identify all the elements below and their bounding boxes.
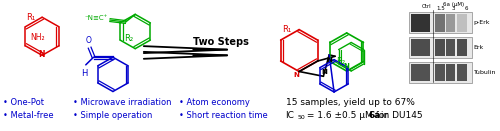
Text: in DU145: in DU145 [378, 111, 422, 120]
Bar [446, 39, 456, 56]
Text: • One-Pot: • One-Pot [4, 98, 44, 107]
Text: R₁: R₁ [26, 13, 36, 22]
Text: 3: 3 [452, 6, 455, 11]
Bar [408, 62, 472, 83]
Bar [457, 39, 467, 56]
Text: IC: IC [286, 111, 294, 120]
Text: 15 samples, yield up to 67%: 15 samples, yield up to 67% [286, 98, 414, 107]
Text: 6: 6 [464, 6, 468, 11]
Bar [435, 14, 444, 32]
Bar [410, 14, 430, 32]
Text: p-Erk: p-Erk [474, 20, 490, 25]
Text: • Short reaction time: • Short reaction time [179, 111, 268, 120]
Text: R₁: R₁ [282, 25, 292, 34]
Text: O: O [86, 36, 91, 45]
Text: 6a (μM): 6a (μM) [443, 2, 464, 7]
Bar [408, 12, 472, 33]
Text: ⁻N≡C⁺: ⁻N≡C⁺ [84, 15, 108, 21]
Text: Ctrl: Ctrl [422, 4, 431, 9]
Bar [446, 64, 456, 81]
Bar [410, 39, 430, 56]
Text: H: H [82, 69, 88, 78]
Text: N: N [344, 63, 349, 69]
Text: = 1.6 ±0.5 μM for: = 1.6 ±0.5 μM for [304, 111, 391, 120]
Text: 6a: 6a [369, 111, 382, 120]
Text: Erk: Erk [474, 45, 484, 50]
Text: • Simple operation: • Simple operation [73, 111, 152, 120]
Text: R₂: R₂ [336, 57, 345, 66]
Bar [457, 64, 467, 81]
Text: • Microwave irradiation: • Microwave irradiation [73, 98, 172, 107]
Bar [408, 37, 472, 58]
Bar [435, 39, 444, 56]
Text: • Atom economy: • Atom economy [179, 98, 250, 107]
Text: 50: 50 [297, 115, 305, 120]
Text: • Metal-free: • Metal-free [4, 111, 54, 120]
Text: N: N [294, 72, 299, 78]
Text: NH₂: NH₂ [30, 33, 45, 42]
Bar [435, 64, 444, 81]
Text: R₂: R₂ [124, 34, 133, 43]
Text: 1.5: 1.5 [436, 6, 445, 11]
Text: N: N [326, 57, 332, 63]
Bar [410, 64, 430, 81]
Text: N: N [38, 50, 44, 59]
Bar [457, 14, 467, 32]
Bar [446, 14, 456, 32]
Text: N: N [322, 69, 328, 75]
Text: Tubulin: Tubulin [474, 70, 496, 75]
Text: Two Steps: Two Steps [192, 37, 248, 47]
